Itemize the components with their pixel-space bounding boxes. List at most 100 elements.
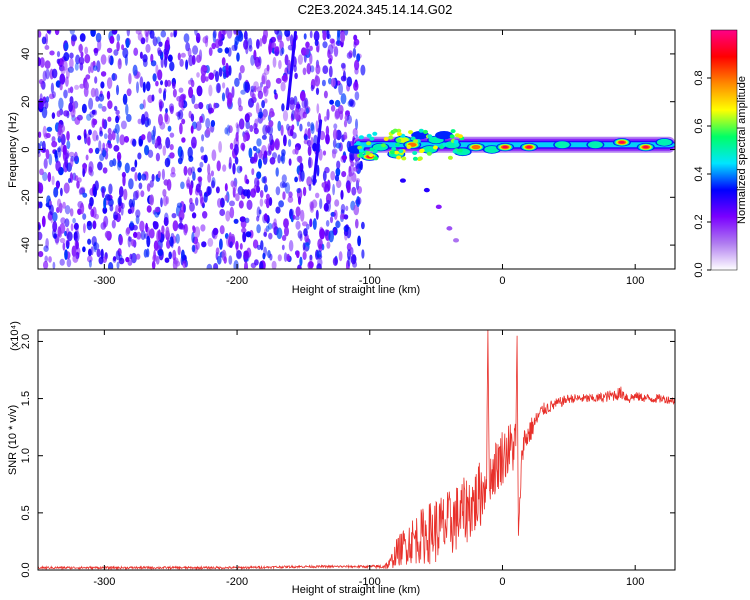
noise-blob (134, 172, 138, 182)
noise-blob (165, 137, 171, 149)
noise-blob (287, 59, 291, 71)
noise-blob (191, 55, 196, 65)
noise-blob (89, 196, 94, 207)
noise-blob (234, 143, 239, 156)
noise-blob (107, 133, 113, 141)
noise-blob (70, 223, 74, 232)
noise-blob (113, 145, 120, 152)
noise-blob (271, 42, 277, 49)
noise-blob (275, 77, 282, 84)
noise-blob (104, 230, 111, 239)
noise-blob (222, 82, 226, 89)
signal-speckle (457, 134, 463, 139)
noise-blob (284, 54, 289, 66)
noise-blob (145, 43, 151, 53)
noise-blob (112, 256, 117, 262)
noise-blob (183, 33, 190, 43)
noise-blob (288, 139, 292, 147)
noise-blob (64, 230, 68, 237)
noise-blob (168, 251, 172, 260)
noise-blob (62, 144, 67, 155)
tail-blob (435, 204, 442, 210)
noise-blob (334, 174, 340, 182)
noise-blob (243, 81, 248, 91)
noise-blob (103, 133, 108, 140)
noise-blob (48, 30, 52, 35)
noise-blob (217, 255, 222, 265)
noise-blob (158, 87, 162, 94)
noise-blob (211, 177, 216, 188)
noise-blob (352, 128, 358, 137)
noise-blob (73, 222, 79, 230)
noise-blob (62, 242, 66, 251)
noise-blob (256, 215, 260, 222)
noise-blob (275, 206, 281, 214)
noise-blob (277, 120, 282, 132)
signal-speckle (396, 155, 402, 160)
noise-blob (253, 81, 259, 90)
noise-blob (72, 101, 75, 113)
noise-blob (38, 182, 44, 194)
noise-blob (325, 133, 330, 145)
noise-blob (146, 235, 151, 248)
snr-y-label: SNR (10 * v/v) (7, 405, 19, 475)
signal-speckle (358, 153, 364, 158)
noise-blob (92, 220, 97, 230)
noise-blob (191, 94, 196, 105)
noise-blob (324, 229, 329, 237)
noise-blob (130, 252, 137, 264)
noise-blob (325, 220, 330, 227)
noise-blob (355, 118, 358, 130)
noise-blob (172, 249, 177, 261)
noise-blob (282, 73, 288, 83)
noise-blob (111, 30, 118, 35)
noise-blob (243, 250, 250, 260)
noise-blob (69, 96, 74, 105)
noise-blob (59, 83, 63, 91)
noise-blob (120, 120, 127, 130)
signal-speckle (457, 148, 463, 153)
noise-blob (59, 73, 66, 85)
noise-blob (238, 72, 242, 81)
noise-blob (311, 199, 318, 209)
noise-blob (66, 258, 72, 268)
noise-blob (309, 53, 313, 65)
noise-blob (97, 161, 103, 171)
noise-blob (190, 113, 195, 122)
noise-blob (54, 150, 58, 159)
noise-blob (63, 182, 70, 194)
noise-blob (192, 171, 196, 181)
noise-blob (38, 224, 41, 230)
noise-blob (155, 64, 159, 75)
noise-blob (161, 168, 165, 181)
noise-blob (74, 151, 78, 162)
noise-blob (115, 115, 120, 124)
noise-blob (221, 57, 226, 66)
noise-blob (130, 239, 135, 247)
noise-blob (82, 192, 88, 198)
noise-blob (52, 261, 56, 269)
noise-blob (249, 124, 254, 133)
noise-blob (164, 112, 169, 123)
noise-blob (140, 134, 146, 141)
noise-blob (257, 111, 264, 119)
noise-blob (232, 163, 236, 175)
noise-blob (269, 133, 274, 146)
noise-blob (294, 72, 298, 80)
noise-blob (69, 52, 74, 59)
noise-blob (272, 56, 277, 68)
noise-blob (136, 231, 142, 240)
noise-blob (188, 79, 193, 85)
noise-blob (235, 193, 240, 202)
noise-blob (56, 207, 60, 213)
noise-blob (250, 85, 255, 93)
noise-blob (316, 103, 320, 114)
signal-speckle (355, 141, 361, 146)
y-tick-label: 1.5 (20, 391, 32, 406)
noise-blob (228, 255, 233, 265)
noise-blob (213, 102, 217, 110)
y-tick-label: 0 (20, 146, 32, 152)
noise-blob (109, 204, 114, 212)
noise-blob (63, 52, 70, 62)
noise-blob (146, 183, 151, 192)
